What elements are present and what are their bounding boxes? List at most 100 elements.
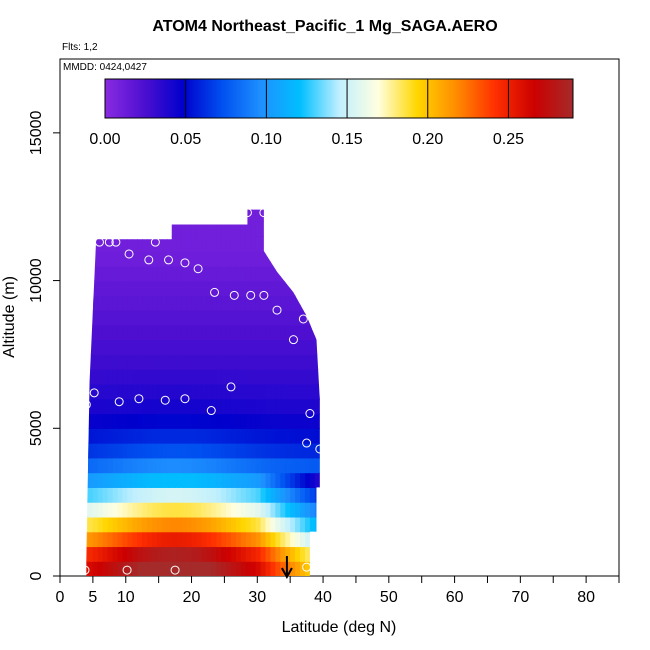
heatmap-cell [211,546,217,562]
heatmap-cell [300,531,306,548]
heatmap-cell [157,354,163,370]
heatmap-cell [280,310,286,326]
heatmap-cell [230,428,237,444]
heatmap-cell [127,369,133,385]
heatmap-cell [112,324,119,341]
heatmap-cell [112,209,119,223]
x-tick-label: 80 [577,589,595,606]
heatmap-cell [122,546,129,562]
heatmap-cell [290,398,296,415]
dates-note: MMDD: 0424,0427 [63,62,147,73]
heatmap-cell [97,398,104,415]
heatmap-cell [181,265,188,282]
heatmap-cell [181,383,188,400]
heatmap-cell [147,531,153,548]
heatmap-cell [319,413,320,429]
heatmap-cell [127,280,133,296]
heatmap-cell [137,295,143,311]
x-tick-label: 0 [56,589,65,606]
heatmap-cell [221,339,227,356]
heatmap-cell [255,339,262,356]
heatmap-cell [240,546,247,562]
heatmap-cell [300,339,306,356]
heatmap-cell [295,516,301,533]
heatmap-cell [181,546,188,562]
heatmap-cell [97,280,104,296]
heatmap-cell [295,209,301,223]
heatmap-cell [86,310,89,326]
heatmap-cell [280,265,286,282]
heatmap-cell [102,428,109,444]
heatmap-cell [235,546,242,562]
heatmap-cell [230,472,237,488]
heatmap-cell [171,354,178,370]
heatmap-cell [152,251,158,267]
heatmap-cell [304,383,311,400]
heatmap-cell [221,251,227,267]
heatmap-cell [260,413,267,429]
heatmap-cell [152,280,158,296]
heatmap-cell [122,457,129,474]
heatmap-cell [260,487,267,503]
heatmap-cell [265,236,272,252]
heatmap-cell [117,457,124,474]
heatmap-cell [285,398,291,415]
heatmap-cell [161,324,168,341]
heatmap-cell [132,502,138,518]
heatmap-cell [171,324,178,341]
heatmap-cell [142,354,148,370]
heatmap-cell [285,280,291,296]
heatmap-cell [206,354,212,370]
heatmap-cell [319,383,320,400]
heatmap-cell [260,310,267,326]
heatmap-cell [290,339,296,356]
heatmap-cell [87,546,94,562]
heatmap-cell [147,310,153,326]
heatmap-cell [97,310,104,326]
heatmap-cell [319,221,320,237]
heatmap-cell [186,428,193,444]
heatmap-cell [265,221,272,237]
heatmap-cell [290,383,296,400]
heatmap-cell [92,531,99,548]
heatmap-cell [255,251,262,267]
heatmap-cell [92,251,99,267]
heatmap-cell [117,546,124,562]
heatmap-cell [260,295,267,311]
heatmap-cell [221,209,227,223]
heatmap-cell [230,487,237,503]
heatmap-cell [127,209,133,223]
heatmap-cell [112,561,119,576]
heatmap-cell [186,236,193,252]
heatmap-cell [152,339,158,356]
heatmap-cell [92,265,99,282]
heatmap-cell [137,209,143,223]
heatmap-cell [92,443,99,459]
sample-point [302,438,312,448]
heatmap-cell [161,546,168,562]
heatmap-cell [132,428,138,444]
heatmap-cell [265,443,272,459]
heatmap-cell [166,369,173,385]
heatmap-cell [270,502,276,518]
heatmap-cell [161,561,168,576]
heatmap-cell [166,354,173,370]
heatmap-cell [275,561,281,576]
heatmap-cell [127,383,133,400]
heatmap-cell [309,443,316,459]
x-tick-label: 70 [511,589,529,606]
heatmap-cell [191,428,198,444]
heatmap-cell [240,457,247,474]
colorbar-tick-label: 0.25 [493,131,524,148]
heatmap-cell [319,502,320,518]
heatmap-cell [290,354,296,370]
heatmap-cell [117,265,124,282]
sample-point [122,565,132,575]
heatmap-cell [86,236,89,252]
heatmap-cell [270,280,276,296]
heatmap-cell [285,339,291,356]
heatmap-cell [230,209,237,223]
heatmap-cell [171,310,178,326]
sample-point [226,382,236,392]
heatmap-cell [142,383,148,400]
